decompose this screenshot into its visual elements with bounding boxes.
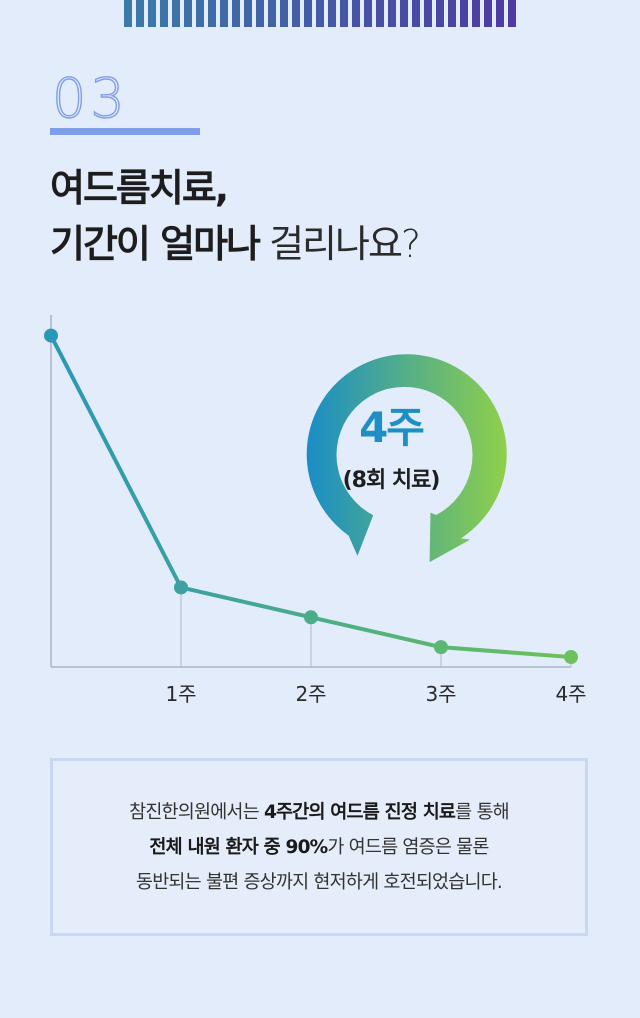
stripe	[268, 0, 276, 27]
data-point	[174, 580, 188, 595]
treatment-line-chart: 1주 2주 3주 4주 4주 (8회 치료)	[44, 315, 587, 706]
title-line2-light: 걸리나요?	[259, 222, 421, 266]
data-point	[44, 328, 58, 343]
top-stripes	[124, 0, 516, 27]
cycle-arrow-arc	[306, 354, 507, 563]
note-highlight: 4주간의 여드름 진정 치료	[263, 801, 456, 823]
note-text: 를 통해	[455, 801, 510, 823]
stripe	[160, 0, 168, 27]
stripe	[508, 0, 516, 27]
title-line1: 여드름치료,	[50, 166, 229, 210]
stripe	[460, 0, 468, 27]
stripe	[280, 0, 288, 27]
stripe	[232, 0, 240, 27]
title-line2-bold: 기간이 얼마나	[50, 222, 261, 266]
stripe	[448, 0, 456, 27]
data-point	[564, 650, 578, 665]
stripe	[376, 0, 384, 27]
x-tick-label: 4주	[555, 682, 586, 706]
stripe	[244, 0, 252, 27]
note-highlight: 전체 내원 환자 중 90%	[149, 836, 328, 858]
note-line2: 전체 내원 환자 중 90%가 여드름 염증은 물론	[149, 830, 489, 865]
stripe	[364, 0, 372, 27]
stripe	[484, 0, 492, 27]
stripe	[328, 0, 336, 27]
stripe	[136, 0, 144, 27]
stripe	[124, 0, 132, 27]
badge-duration: 4주	[359, 403, 424, 452]
result-note: 참진한의원에서는 4주간의 여드름 진정 치료를 통해 전체 내원 환자 중 9…	[50, 758, 588, 936]
stripe	[340, 0, 348, 27]
note-text: 가 여드름 염증은 물론	[327, 836, 489, 858]
note-line3: 동반되는 불편 증상까지 현저하게 호전되었습니다.	[135, 865, 503, 900]
stripe	[412, 0, 420, 27]
stripe	[256, 0, 264, 27]
stripe	[208, 0, 216, 27]
stripe	[292, 0, 300, 27]
x-tick-label: 2주	[295, 682, 326, 706]
stripe	[424, 0, 432, 27]
note-text: 참진한의원에서는	[129, 801, 264, 823]
note-text: 동반되는 불편 증상까지 현저하게 호전되었습니다.	[135, 871, 503, 893]
data-point	[304, 610, 318, 625]
stripe	[172, 0, 180, 27]
stripe	[400, 0, 408, 27]
x-tick-label: 3주	[425, 682, 456, 706]
stripe	[496, 0, 504, 27]
badge-sessions: (8회 치료)	[343, 468, 440, 493]
stripe	[316, 0, 324, 27]
stripe	[220, 0, 228, 27]
stripe	[352, 0, 360, 27]
stripe	[196, 0, 204, 27]
duration-badge: 4주 (8회 치료)	[306, 354, 507, 563]
stripe	[304, 0, 312, 27]
section-number: 03	[51, 67, 129, 130]
stripe	[472, 0, 480, 27]
note-line1: 참진한의원에서는 4주간의 여드름 진정 치료를 통해	[129, 795, 510, 830]
page-title: 여드름치료, 기간이 얼마나 걸리나요?	[50, 160, 421, 272]
x-tick-label: 1주	[165, 682, 196, 706]
data-point	[434, 640, 448, 655]
chart-plot-area: 1주 2주 3주 4주	[44, 315, 587, 706]
stripe	[436, 0, 444, 27]
section-number-underline	[50, 128, 200, 135]
stripe	[148, 0, 156, 27]
stripe	[184, 0, 192, 27]
stripe	[388, 0, 396, 27]
